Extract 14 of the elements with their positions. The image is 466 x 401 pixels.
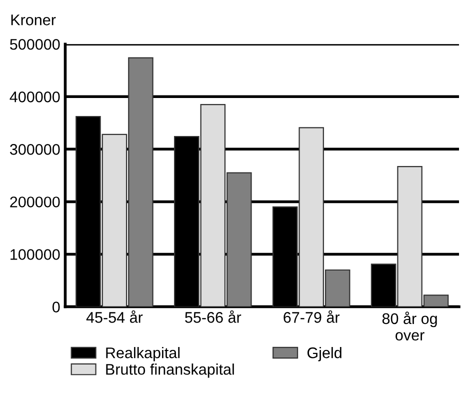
y-tick-label: 400000 bbox=[10, 92, 60, 102]
y-tick-label: 0 bbox=[52, 302, 60, 312]
y-tick-label: 200000 bbox=[10, 196, 60, 208]
legend-label: Realkapital bbox=[106, 347, 180, 362]
legend-label: Brutto finanskapital bbox=[106, 364, 234, 378]
x-tick-label: 55-66 år bbox=[185, 310, 242, 323]
x-tick-label: 67-79 år bbox=[284, 310, 340, 323]
x-tick-label: 45-54 år bbox=[86, 310, 143, 323]
y-tick-label: 100000 bbox=[10, 249, 60, 260]
y-axis-title: Kroner bbox=[11, 14, 56, 26]
legend-label: Gjeld bbox=[307, 347, 342, 362]
x-tick-label: 80 år og over bbox=[382, 312, 437, 341]
y-tick-label: 500000 bbox=[10, 38, 60, 50]
y-tick-label: 300000 bbox=[10, 144, 60, 155]
